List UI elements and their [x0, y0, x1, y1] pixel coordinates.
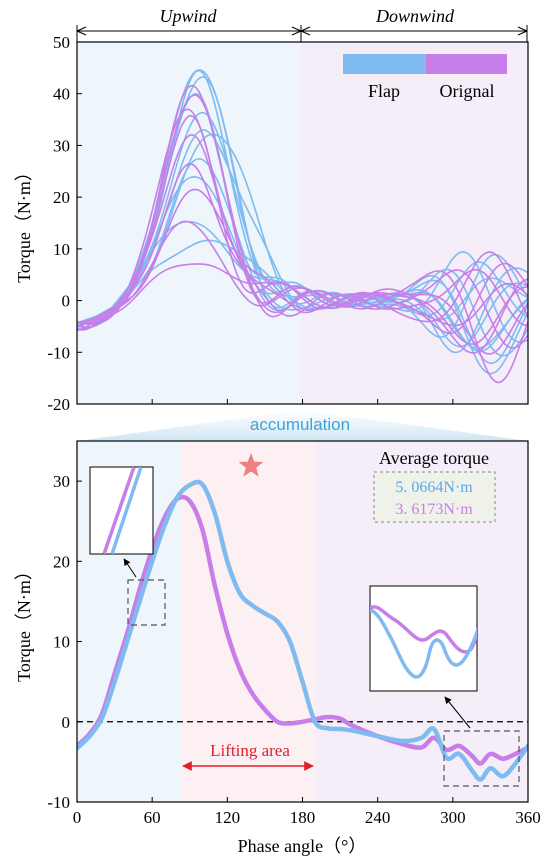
average-torque-title: Average torque — [379, 448, 489, 468]
upwind-arrow-right-head — [291, 26, 302, 36]
bottom-x-tick-label: 60 — [144, 808, 161, 827]
top-y-tick-label: -10 — [47, 343, 70, 362]
bottom-y-tick-label: 30 — [53, 472, 70, 491]
inset-downwind-flap-line — [370, 608, 477, 679]
downwind-label: Downwind — [375, 6, 455, 26]
lifting-area-annotation: Lifting area — [182, 741, 314, 771]
inset-downwind-zoom — [369, 585, 520, 787]
top-y-tick-label: 40 — [53, 85, 70, 104]
inset-rising-orignal-line — [102, 467, 136, 554]
downwind-region — [301, 42, 528, 404]
top-series-lines — [77, 69, 528, 384]
upwind-arrow-left-head — [76, 26, 87, 36]
orignal-condition-curve — [77, 114, 528, 326]
top-y-axis: -20 -10 0 10 20 30 40 50 — [47, 33, 529, 414]
inset-rising-zoom — [89, 466, 166, 626]
legend: Flap Orignal — [343, 54, 507, 101]
average-torque-flap: 5. 0664N·m — [395, 479, 473, 496]
bottom-x-tick-label: 300 — [440, 808, 466, 827]
bottom-y-label: Torque（N·m） — [14, 562, 34, 682]
downwind-arrow-left-head — [300, 26, 311, 36]
lifting-region — [181, 441, 315, 802]
average-torque-frame — [373, 471, 496, 523]
inset-downwind-pointer — [444, 696, 471, 729]
phase-header: Upwind Downwind — [76, 6, 528, 42]
accumulation-connector: accumulation — [77, 410, 528, 441]
upwind-label: Upwind — [159, 6, 217, 26]
inset-rising-pointer — [123, 558, 137, 578]
top-y-tick-label: 10 — [53, 240, 70, 259]
inset-rising-frame — [89, 466, 154, 555]
bottom-y-tick-label: 0 — [62, 713, 71, 732]
inset-rising-flap-line — [110, 467, 143, 554]
legend-label-flap: Flap — [368, 81, 400, 101]
top-y-tick-label: 0 — [62, 292, 71, 311]
orignal-condition-curve — [77, 162, 528, 349]
inset-rising-source-box — [127, 579, 166, 626]
bottom-y-tick-label: 10 — [53, 633, 70, 652]
legend-swatch-orignal — [426, 54, 507, 74]
average-torque-box: Average torque 5. 0664N·m 3. 6173N·m — [373, 448, 496, 523]
top-chart: -20 -10 0 10 20 30 40 50 Torque（N·m） Flap Orign… — [14, 33, 529, 414]
top-y-tick-label: 20 — [53, 188, 70, 207]
bottom-x-tick-label: 180 — [290, 808, 316, 827]
legend-label-orignal: Orignal — [440, 81, 495, 101]
lifting-area-label: Lifting area — [210, 741, 290, 760]
top-y-tick-label: -20 — [47, 395, 70, 414]
orignal-condition-curve — [77, 220, 528, 355]
orignal-condition-curve — [77, 108, 528, 335]
star-icon — [238, 453, 264, 477]
flap-average-line — [77, 479, 528, 782]
top-y-tick-label: 30 — [53, 136, 70, 155]
bottom-x-tick-label: 0 — [73, 808, 82, 827]
bottom-y-tick-label: -10 — [47, 793, 70, 812]
accumulation-fan — [77, 410, 528, 441]
orignal-condition-curve — [77, 134, 528, 329]
bottom-x-tick-label: 360 — [515, 808, 541, 827]
average-torque-orignal: 3. 6173N·m — [395, 501, 473, 518]
top-y-label: Torque（N·m） — [14, 163, 34, 283]
bottom-series-lines — [77, 479, 528, 782]
orignal-condition-curve — [77, 263, 528, 345]
upwind-region — [77, 42, 301, 404]
x-axis-label: Phase angle（°） — [238, 836, 367, 856]
inset-downwind-source-box — [443, 730, 520, 787]
bottom-y-tick-label: 20 — [53, 552, 70, 571]
bottom-x-tick-label: 120 — [215, 808, 241, 827]
top-y-tick-label: 50 — [53, 33, 70, 52]
legend-swatch-flap — [343, 54, 426, 74]
downwind-arrow-right-head — [517, 26, 528, 36]
orignal-average-line — [77, 494, 528, 766]
bottom-x-tick-label: 240 — [365, 808, 391, 827]
accumulation-label: accumulation — [250, 415, 350, 434]
